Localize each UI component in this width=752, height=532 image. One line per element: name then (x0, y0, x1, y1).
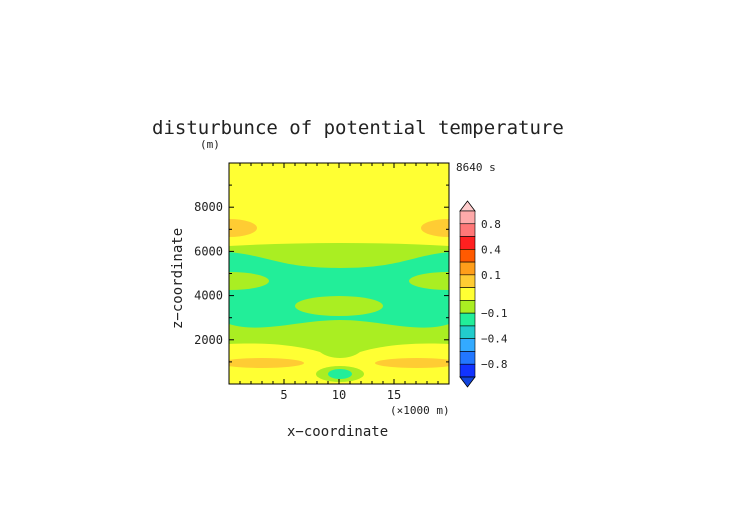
x-axis: 5 10 15 (239, 163, 439, 402)
colorbar-label: −0.1 (481, 307, 508, 320)
x-tick-label: 5 (280, 388, 287, 402)
time-label: 8640 s (456, 161, 496, 174)
y-unit-label: (m) (200, 138, 220, 151)
contour-field (229, 163, 449, 384)
y-tick-label: 4000 (194, 289, 223, 303)
colorbar-bin (459, 261, 476, 276)
mid-layer-region (328, 369, 352, 379)
transition-region (229, 272, 269, 290)
colorbar-bin (459, 312, 476, 327)
colorbar-bin (459, 300, 476, 314)
colorbar-bin (459, 287, 476, 301)
field-background (229, 343, 449, 384)
colorbar-bin (459, 249, 476, 263)
warm-anomaly-region (229, 219, 257, 237)
colorbar-below-cap (459, 376, 476, 388)
x-tick-label: 10 (332, 388, 346, 402)
x-axis-label: x−coordinate (287, 424, 388, 440)
colorbar-label: −0.8 (481, 358, 508, 371)
transition-region (295, 296, 383, 316)
mid-layer-region (229, 252, 449, 328)
y-axis-label: z−coordinate (170, 228, 186, 329)
colorbar-bin (459, 325, 476, 339)
colorbar-bin (459, 274, 476, 288)
x-tick-label: 15 (387, 388, 401, 402)
colorbar-label: −0.4 (481, 333, 508, 346)
chart-title: disturbunce of potential temperature (152, 117, 564, 139)
colorbar: 0.8 0.4 0.1 −0.1 −0.4 −0.8 (459, 200, 508, 388)
colorbar-bin (459, 223, 476, 237)
colorbar-label: 0.1 (481, 269, 501, 282)
colorbar-bin (459, 236, 476, 250)
x-unit-label: (×1000 m) (390, 404, 450, 417)
transition-region (409, 272, 449, 290)
warm-anomaly-region (375, 358, 449, 368)
colorbar-label: 0.4 (481, 243, 501, 256)
colorbar-bin (459, 338, 476, 352)
colorbar-bin (459, 363, 476, 378)
warm-anomaly-region (421, 219, 449, 237)
colorbar-bin (459, 351, 476, 365)
y-tick-label: 2000 (194, 333, 223, 347)
y-tick-label: 8000 (194, 200, 223, 214)
y-axis: 2000 4000 6000 8000 (194, 184, 449, 363)
colorbar-bin (459, 210, 476, 225)
colorbar-label: 0.8 (481, 218, 501, 231)
colorbar-above-cap (459, 200, 476, 212)
warm-anomaly-region (229, 358, 304, 368)
y-tick-label: 6000 (194, 244, 223, 258)
